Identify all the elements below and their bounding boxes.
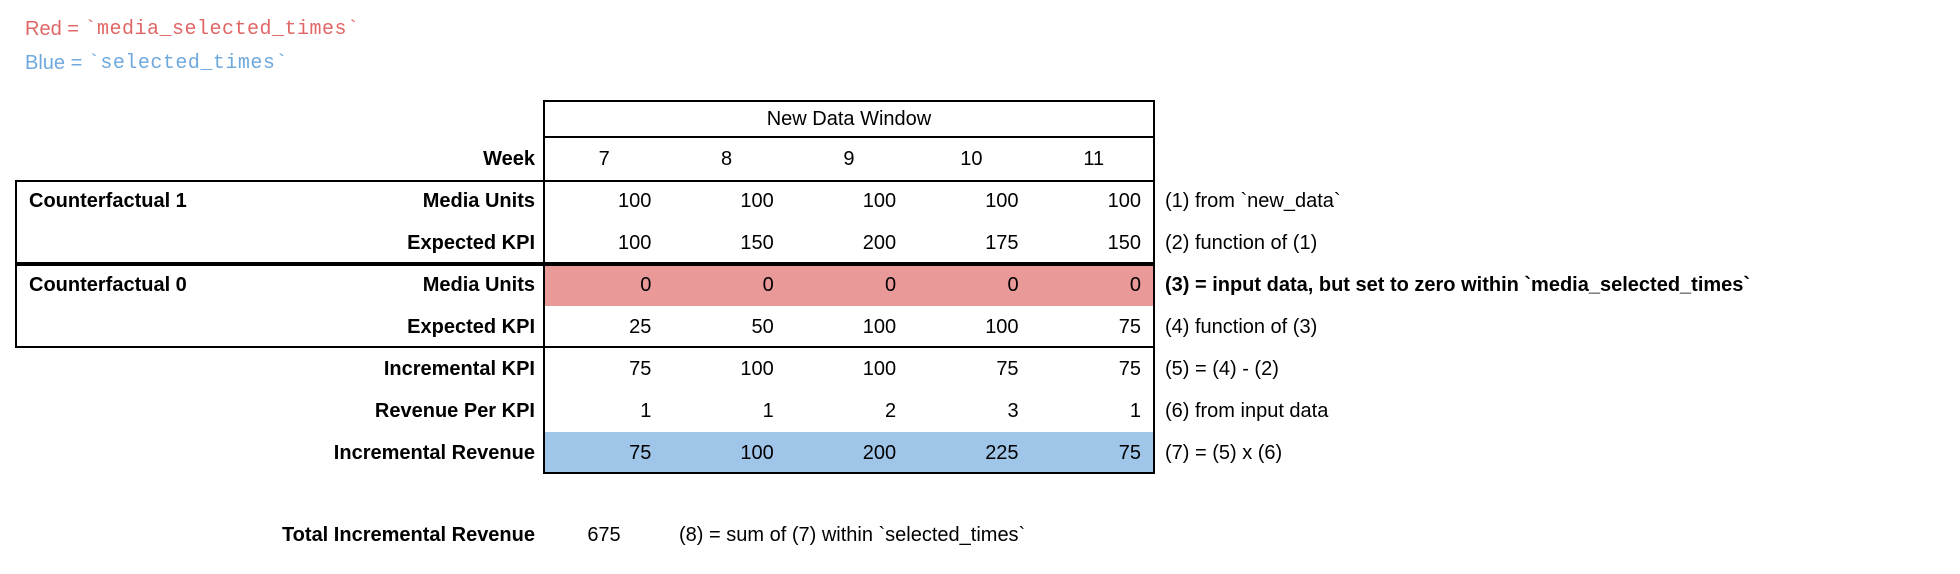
spacer (300, 100, 543, 138)
data-cell: 100 (740, 189, 774, 212)
row-note-5: (5) = (4) - (2) (1164, 357, 1279, 380)
data-cell: 75 (996, 357, 1019, 380)
new-data-window-header: New Data Window (766, 107, 932, 130)
data-cell: 100 (862, 315, 897, 338)
week-value: 11 (1083, 147, 1105, 170)
total-row: Total Incremental Revenue 675 (8) = sum … (15, 514, 1025, 556)
row-note-1: (1) from `new_data` (1164, 189, 1341, 212)
data-cell: 150 (1107, 231, 1141, 254)
data-cell-blue: 75 (1032, 432, 1155, 474)
week-value: 9 (843, 147, 855, 170)
total-label: Total Incremental Revenue (281, 523, 535, 546)
data-cell-red: 0 (1032, 264, 1155, 306)
total-value: 675 (587, 523, 621, 546)
legend-blue-equals: = (65, 51, 88, 74)
legend-blue: Blue = `selected_times` (25, 46, 360, 80)
data-cell-red: 0 (543, 264, 666, 306)
data-cell: 1 (640, 399, 652, 422)
row-label-media-units-1: Media Units (422, 189, 535, 212)
spacer (15, 138, 300, 180)
data-cell-blue: 200 (787, 432, 911, 474)
data-cell: 75 (629, 357, 652, 380)
data-cell-red: 0 (910, 264, 1033, 306)
data-cell-blue: 75 (543, 432, 666, 474)
week-row-label: Week (483, 147, 535, 170)
data-cell: 100 (740, 357, 774, 380)
data-cell: 100 (985, 315, 1019, 338)
spacer (1155, 100, 1750, 138)
row-note-2: (2) function of (1) (1164, 231, 1318, 254)
counterfactual-1-label: Counterfactual 1 (29, 189, 187, 212)
row-note-4: (4) function of (3) (1164, 315, 1318, 338)
row-note-7: (7) = (5) x (6) (1164, 441, 1283, 464)
legend-blue-label: Blue (25, 51, 66, 74)
week-value: 10 (960, 147, 983, 170)
data-cell: 100 (862, 189, 897, 212)
calculation-table: New Data Window Week 7 8 9 10 11 Counter… (15, 100, 1750, 474)
spacer (15, 348, 300, 390)
data-cell: 75 (1118, 357, 1141, 380)
counterfactual-0-label: Counterfactual 0 (29, 273, 187, 296)
total-note: (8) = sum of (7) within `selected_times` (679, 523, 1026, 546)
data-cell-blue: 225 (910, 432, 1033, 474)
legend-red: Red = `media_selected_times` (25, 12, 360, 46)
legend-red-equals: = (61, 17, 85, 40)
row-label-expected-kpi-1: Expected KPI (407, 231, 535, 254)
data-cell: 3 (1007, 399, 1019, 422)
data-cell: 175 (985, 231, 1019, 254)
row-label-expected-kpi-0: Expected KPI (407, 315, 535, 338)
row-label-incremental-revenue: Incremental Revenue (333, 441, 535, 464)
week-value: 7 (598, 147, 610, 170)
data-cell: 2 (885, 399, 897, 422)
data-cell: 100 (618, 231, 652, 254)
data-cell: 1 (762, 399, 774, 422)
legend: Red = `media_selected_times` Blue = `sel… (25, 12, 360, 80)
spacer (15, 100, 300, 138)
row-note-6: (6) from input data (1164, 399, 1329, 422)
data-cell: 100 (985, 189, 1019, 212)
data-cell: 100 (862, 357, 897, 380)
row-label-incremental-kpi: Incremental KPI (383, 357, 535, 380)
data-cell: 25 (629, 315, 652, 338)
row-note-3: (3) = input data, but set to zero within… (1164, 273, 1751, 296)
spacer (15, 390, 300, 432)
row-label-media-units-0: Media Units (422, 273, 535, 296)
data-cell: 200 (862, 231, 897, 254)
spacer (15, 306, 300, 348)
spacer (15, 432, 300, 474)
row-label-revenue-per-kpi: Revenue Per KPI (374, 399, 535, 422)
data-cell: 1 (1129, 399, 1141, 422)
legend-red-code: `media_selected_times` (84, 17, 360, 41)
data-cell: 50 (751, 315, 774, 338)
legend-red-label: Red (25, 17, 62, 40)
data-cell: 150 (740, 231, 774, 254)
spacer (15, 222, 300, 264)
data-cell-red: 0 (787, 264, 911, 306)
week-value: 8 (721, 147, 733, 170)
data-cell: 100 (1107, 189, 1141, 212)
spacer (1155, 138, 1750, 180)
data-cell-blue: 100 (665, 432, 788, 474)
data-cell: 75 (1118, 315, 1141, 338)
data-cell: 100 (618, 189, 652, 212)
data-cell-red: 0 (665, 264, 788, 306)
legend-blue-code: `selected_times` (87, 51, 288, 75)
